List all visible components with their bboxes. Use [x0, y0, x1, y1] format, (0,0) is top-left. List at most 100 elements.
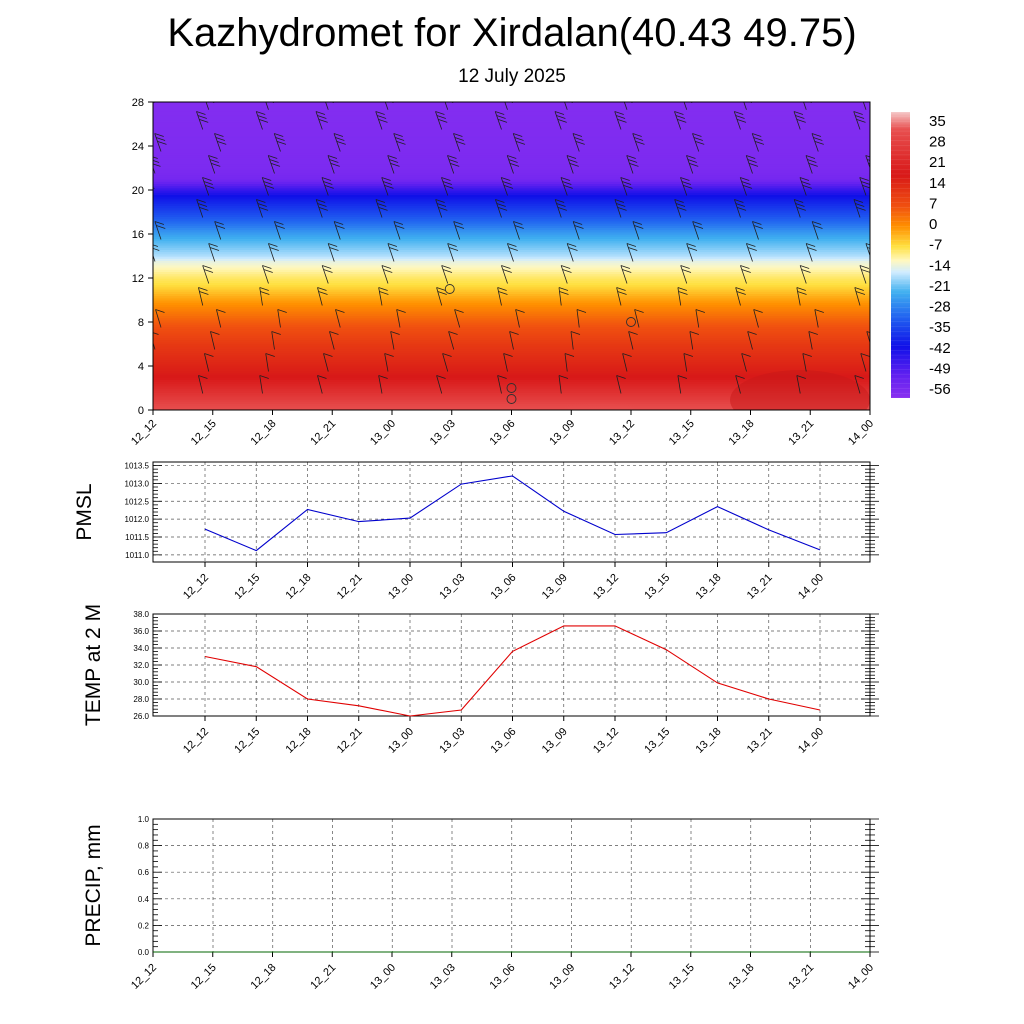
wind-barb-flag	[438, 207, 448, 211]
wind-barb-flag	[396, 141, 406, 145]
wind-barb-flag	[515, 309, 525, 313]
wind-barb-flag	[561, 92, 570, 95]
wind-barb-flag	[575, 141, 585, 145]
heatmap-band	[153, 117, 870, 121]
pmsl-ytick-label: 1012.5	[125, 497, 150, 506]
wind-barb-flag	[802, 185, 812, 189]
wind-barb-flag	[442, 353, 452, 357]
wind-barb-flag	[336, 141, 346, 145]
wind-barb-staff	[317, 375, 323, 394]
wind-barb-flag	[742, 96, 751, 99]
wind-barb-flag	[621, 92, 630, 95]
heatmap-xtick-label: 12_15	[189, 418, 219, 448]
heatmap-band	[153, 273, 870, 277]
wind-barb-flag	[681, 269, 692, 273]
heatmap-band	[153, 126, 870, 129]
wind-barb-flag	[614, 199, 625, 203]
heatmap-ytick-label: 0	[138, 405, 144, 417]
wind-barb-flag	[686, 155, 696, 159]
wind-barb-staff	[802, 353, 807, 372]
pmsl-xtick-label: 12_12	[181, 572, 211, 602]
wind-barb-staff	[558, 375, 562, 394]
pmsl-xtick-label: 13_15	[642, 572, 672, 602]
wind-barb-staff	[375, 199, 383, 218]
wind-barb-flag	[263, 181, 273, 185]
wind-barb-flag	[675, 115, 685, 119]
wind-barb-staff	[335, 309, 341, 328]
wind-barb-flag	[441, 177, 451, 181]
wind-barb-flag	[144, 354, 153, 357]
wind-barb-staff	[396, 309, 401, 328]
wind-barb-flag	[203, 181, 213, 185]
wind-barb-staff	[811, 221, 819, 240]
wind-barb-staff	[853, 111, 861, 130]
wind-barb-flag	[692, 221, 702, 225]
wind-barb-flag	[572, 133, 583, 137]
wind-barb-staff	[507, 243, 514, 262]
wind-barb-staff	[803, 102, 807, 110]
colorbar-label: -49	[929, 360, 951, 377]
heatmap-band	[153, 326, 870, 330]
heatmap-xtick-label: 13_00	[368, 418, 398, 448]
wind-barb-flag	[389, 247, 399, 251]
heatmap-band	[153, 152, 870, 156]
heatmap-band	[153, 128, 870, 132]
wind-barb-flag	[752, 221, 762, 225]
wind-barb-flag	[497, 119, 508, 123]
wind-barb-flag	[329, 159, 339, 163]
wind-barb-flag	[508, 159, 518, 163]
wind-barb-flag	[573, 221, 583, 225]
heatmap-band	[153, 344, 870, 347]
wind-barb-staff	[686, 155, 694, 174]
wind-barb-flag	[502, 181, 512, 185]
heatmap-band	[153, 286, 870, 290]
wind-barb-flag	[620, 265, 631, 269]
wind-barb-flag	[754, 141, 765, 145]
pmsl-ytick-label: 1013.5	[125, 462, 150, 471]
heatmap-band	[153, 346, 870, 349]
wind-barb-flag	[275, 225, 285, 229]
wind-barb-flag	[736, 119, 747, 123]
wind-barb-flag	[441, 265, 451, 269]
wind-barb-flag	[274, 133, 284, 137]
wind-barb-flag	[574, 225, 584, 229]
wind-barb-flag	[196, 199, 206, 203]
wind-barb-staff	[381, 265, 389, 284]
heatmap-band	[153, 350, 870, 354]
heatmap-band	[153, 363, 870, 367]
wind-barb-staff	[255, 111, 263, 130]
calm-wind-circle	[506, 394, 517, 404]
wind-barb-flag	[795, 203, 805, 207]
wind-barb-flag	[335, 225, 345, 229]
heatmap-band	[153, 333, 870, 336]
heatmap-band	[153, 209, 870, 213]
wind-barb-staff	[198, 375, 204, 394]
wind-barb-flag	[208, 155, 218, 159]
heatmap-band	[153, 190, 870, 193]
wind-barb-flag	[860, 92, 869, 95]
wind-barb-staff	[208, 243, 216, 262]
wind-barb-staff	[752, 221, 759, 240]
heatmap-band	[153, 102, 870, 105]
heatmap-band	[153, 135, 870, 138]
wind-barb-staff	[739, 177, 747, 196]
precip-xtick-label: 13_12	[607, 962, 637, 992]
pmsl-series-line	[204, 475, 821, 552]
wind-barb-flag	[741, 269, 751, 273]
wind-barb-flag	[197, 115, 207, 119]
heatmap-band	[153, 245, 870, 248]
wind-barb-staff	[743, 102, 747, 110]
heatmap-layer	[153, 102, 870, 410]
precip-ytick-label: 0.4	[138, 895, 150, 904]
wind-barb-staff	[628, 331, 634, 350]
precip-xtick-label: 12_21	[308, 962, 338, 992]
heatmap-band	[153, 280, 870, 283]
wind-barb-staff	[746, 243, 753, 262]
wind-barb-flag	[318, 291, 328, 295]
wind-barb-flag	[317, 203, 327, 207]
heatmap-warm-patch	[470, 358, 730, 410]
wind-barb-staff	[273, 133, 281, 152]
wind-barb-flag	[435, 199, 445, 203]
heatmap-band	[153, 240, 870, 244]
precip-xtick-label: 13_15	[667, 962, 697, 992]
